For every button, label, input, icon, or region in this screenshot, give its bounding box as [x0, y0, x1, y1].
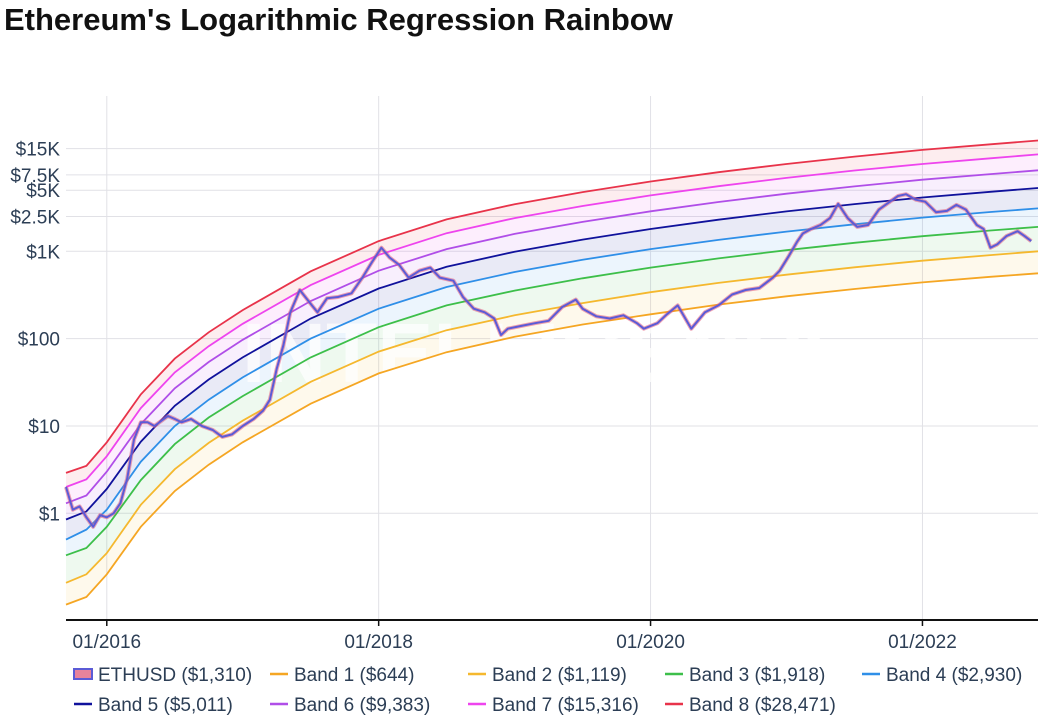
band-fill-2-3: [66, 226, 1038, 583]
legend-item-3[interactable]: Band 3 ($1,918): [665, 665, 825, 686]
x-tick-label-1: 01/2018: [344, 632, 413, 653]
grid-lines: [66, 96, 1038, 620]
band-fill-4-5: [66, 188, 1038, 540]
y-tick-label-6: $7.5K: [10, 166, 60, 187]
legend-label-2: Band 2 ($1,119): [492, 665, 627, 686]
y-tick-label-2: $100: [18, 330, 60, 351]
band-1-line[interactable]: [65, 272, 1039, 606]
legend-label-6: Band 6 ($9,383): [294, 695, 430, 716]
ethusd-series[interactable]: [64, 192, 1033, 529]
legend-item-7[interactable]: Band 7 ($15,316): [468, 695, 639, 716]
y-tick-label-3: $1K: [26, 242, 60, 263]
legend-label-4: Band 4 ($2,930): [886, 665, 1022, 686]
x-tick-label-2: 01/2020: [616, 632, 685, 653]
chart-title: Ethereum's Logarithmic Regression Rainbo…: [4, 2, 673, 37]
y-tick-label-0: $1: [39, 504, 60, 525]
band-7-line[interactable]: [65, 153, 1039, 488]
legend-label-5: Band 5 ($5,011): [98, 695, 233, 716]
y-tick-label-4: $2.5K: [10, 208, 60, 229]
band-fill-7-8: [66, 140, 1038, 487]
ethusd-line[interactable]: [65, 193, 1032, 528]
legend-item-2[interactable]: Band 2 ($1,119): [468, 665, 627, 686]
legend-item-5[interactable]: Band 5 ($5,011): [74, 695, 233, 716]
legend-item-8[interactable]: Band 8 ($28,471): [665, 695, 836, 716]
y-tick-label-7: $15K: [16, 140, 61, 161]
y-tick-label-1: $10: [28, 417, 60, 438]
legend-label-3: Band 3 ($1,918): [689, 665, 825, 686]
legend-item-6[interactable]: Band 6 ($9,383): [270, 695, 430, 716]
legend[interactable]: ETHUSD ($1,310) Band 1 ($644) Band 2 ($1,1…: [73, 665, 1022, 716]
x-tick-label-0: 01/2016: [72, 632, 141, 653]
axes: $1 $10 $100 $1K $2.5K $5K$7.5K $15K 01/2016 01/2…: [10, 140, 1038, 653]
legend-label-7: Band 7 ($15,316): [492, 695, 639, 716]
legend-swatch-ethusd: [73, 668, 93, 680]
band-fill-5-6: [66, 170, 1038, 520]
band-fill-3-4: [66, 208, 1038, 556]
y-tick-label-5: $5K: [26, 181, 60, 202]
legend-item-0[interactable]: ETHUSD ($1,310): [73, 665, 252, 686]
band-fill-1-2: [66, 251, 1038, 605]
x-tick-label-3: 01/2022: [888, 632, 957, 653]
legend-item-1[interactable]: Band 1 ($644): [270, 665, 414, 686]
legend-label-1: Band 1 ($644): [294, 665, 414, 686]
band-2-line[interactable]: [65, 250, 1039, 584]
legend-item-4[interactable]: Band 4 ($2,930): [862, 665, 1022, 686]
legend-label-8: Band 8 ($28,471): [689, 695, 836, 716]
legend-label-0: ETHUSD ($1,310): [98, 665, 252, 686]
band-8-line[interactable]: [65, 139, 1039, 474]
band-3-line[interactable]: [65, 226, 1039, 557]
band-5-line[interactable]: [65, 187, 1039, 521]
